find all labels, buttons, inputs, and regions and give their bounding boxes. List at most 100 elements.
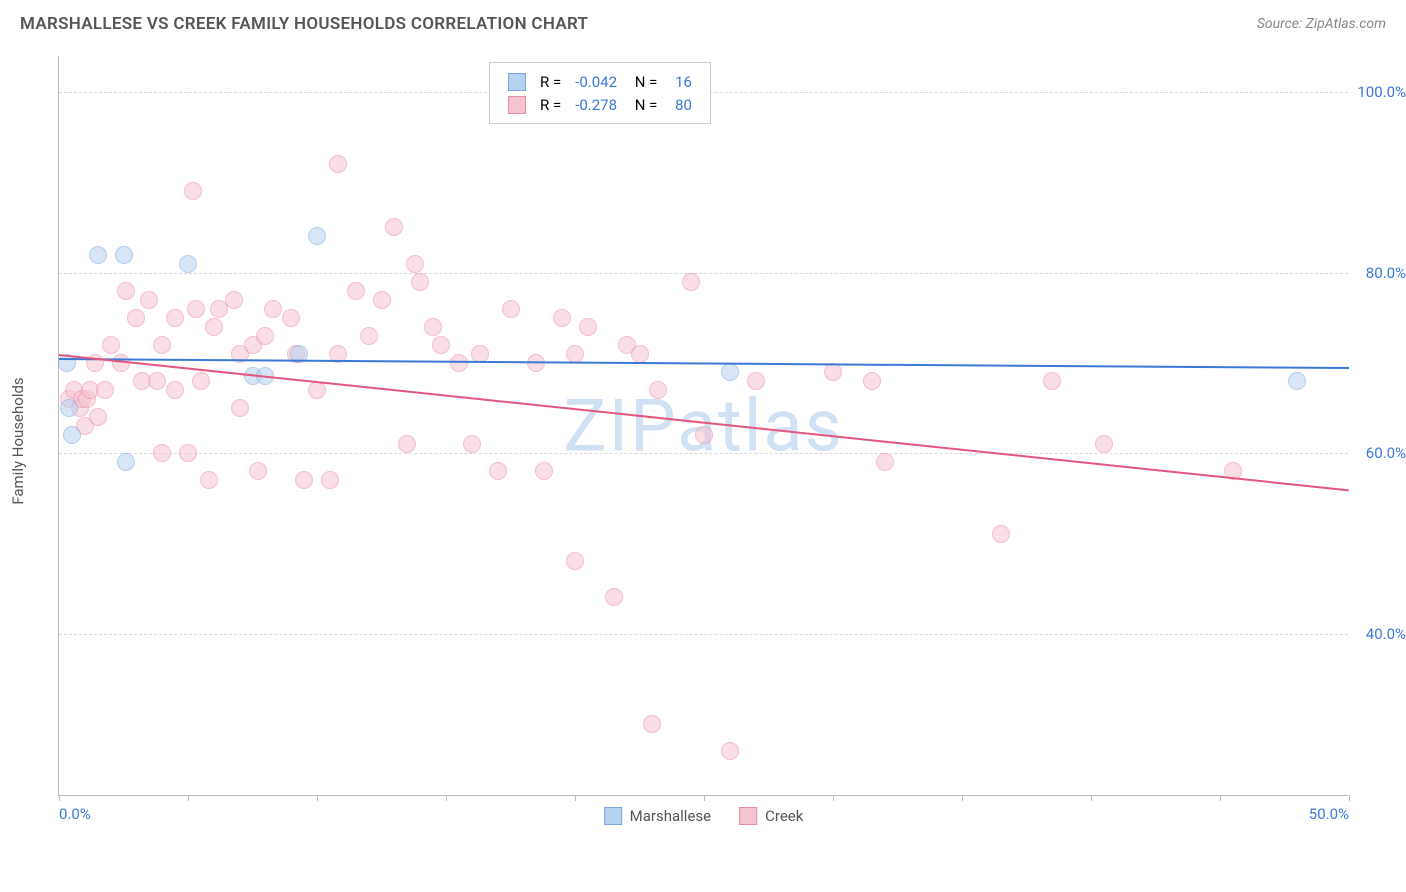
plot-area: ZIPatlas 40.0%60.0%80.0%100.0%0.0%50.0%R… xyxy=(58,56,1348,796)
legend-item-label: Marshallese xyxy=(630,807,711,825)
data-point xyxy=(605,588,623,606)
data-point xyxy=(63,426,81,444)
data-point xyxy=(127,309,145,327)
data-point xyxy=(398,435,416,453)
data-point xyxy=(256,327,274,345)
data-point xyxy=(502,300,520,318)
y-tick-label: 100.0% xyxy=(1357,83,1406,101)
data-point xyxy=(1095,435,1113,453)
data-point xyxy=(282,309,300,327)
x-tick-label-max: 50.0% xyxy=(1309,805,1349,823)
legend-swatch xyxy=(739,807,757,825)
data-point xyxy=(89,246,107,264)
data-point xyxy=(643,715,661,733)
data-point xyxy=(148,372,166,390)
data-point xyxy=(321,471,339,489)
data-point xyxy=(1043,372,1061,390)
data-point xyxy=(153,336,171,354)
data-point xyxy=(200,471,218,489)
data-point xyxy=(721,742,739,760)
x-tick-label-min: 0.0% xyxy=(59,805,91,823)
data-point xyxy=(579,318,597,336)
data-point xyxy=(489,462,507,480)
gridline xyxy=(59,453,1348,454)
x-tick xyxy=(446,795,447,801)
data-point xyxy=(992,525,1010,543)
data-point xyxy=(566,345,584,363)
legend-n-label: N = xyxy=(625,94,663,115)
data-point xyxy=(347,282,365,300)
x-tick xyxy=(1220,795,1221,801)
data-point xyxy=(682,273,700,291)
legend-series: Marshallese Creek xyxy=(604,807,804,825)
data-point xyxy=(166,309,184,327)
data-point xyxy=(385,218,403,236)
data-point xyxy=(102,336,120,354)
gridline xyxy=(59,634,1348,635)
legend-r-value: -0.042 xyxy=(569,71,623,92)
legend-n-value: 80 xyxy=(665,94,698,115)
data-point xyxy=(553,309,571,327)
data-point xyxy=(649,381,667,399)
legend-item-label: Creek xyxy=(765,807,803,825)
legend-swatch xyxy=(508,96,526,114)
data-point xyxy=(115,246,133,264)
data-point xyxy=(179,255,197,273)
data-point xyxy=(373,291,391,309)
x-tick xyxy=(962,795,963,801)
data-point xyxy=(117,282,135,300)
x-tick xyxy=(317,795,318,801)
data-point xyxy=(96,381,114,399)
title-bar: MARSHALLESE VS CREEK FAMILY HOUSEHOLDS C… xyxy=(0,0,1406,44)
legend-stats: R =-0.042 N = 16R =-0.278 N = 80 xyxy=(489,62,711,124)
data-point xyxy=(566,552,584,570)
chart-title: MARSHALLESE VS CREEK FAMILY HOUSEHOLDS C… xyxy=(20,14,588,34)
legend-r-label: R = xyxy=(534,94,567,115)
legend-r-value: -0.278 xyxy=(569,94,623,115)
data-point xyxy=(264,300,282,318)
legend-swatch xyxy=(604,807,622,825)
legend-item: Creek xyxy=(739,807,803,825)
y-tick-label: 40.0% xyxy=(1366,625,1406,643)
data-point xyxy=(411,273,429,291)
legend-n-value: 16 xyxy=(665,71,698,92)
data-point xyxy=(695,426,713,444)
y-tick-label: 60.0% xyxy=(1366,444,1406,462)
data-point xyxy=(89,408,107,426)
data-point xyxy=(876,453,894,471)
x-tick xyxy=(59,795,60,801)
x-tick xyxy=(1349,795,1350,801)
data-point xyxy=(631,345,649,363)
x-tick xyxy=(1091,795,1092,801)
data-point xyxy=(192,372,210,390)
x-tick xyxy=(575,795,576,801)
data-point xyxy=(231,399,249,417)
legend-swatch xyxy=(508,73,526,91)
data-point xyxy=(424,318,442,336)
legend-r-label: R = xyxy=(534,71,567,92)
data-point xyxy=(225,291,243,309)
data-point xyxy=(360,327,378,345)
data-point xyxy=(187,300,205,318)
data-point xyxy=(60,399,78,417)
data-point xyxy=(406,255,424,273)
data-point xyxy=(153,444,171,462)
data-point xyxy=(535,462,553,480)
gridline xyxy=(59,273,1348,274)
data-point xyxy=(721,363,739,381)
x-tick xyxy=(188,795,189,801)
data-point xyxy=(205,318,223,336)
x-tick xyxy=(704,795,705,801)
data-point xyxy=(329,155,347,173)
data-point xyxy=(863,372,881,390)
data-point xyxy=(747,372,765,390)
data-point xyxy=(308,227,326,245)
data-point xyxy=(1288,372,1306,390)
plot-container: Family Households ZIPatlas 40.0%60.0%80.… xyxy=(48,56,1388,826)
data-point xyxy=(432,336,450,354)
y-tick-label: 80.0% xyxy=(1366,264,1406,282)
legend-item: Marshallese xyxy=(604,807,711,825)
data-point xyxy=(463,435,481,453)
data-point xyxy=(184,182,202,200)
data-point xyxy=(140,291,158,309)
